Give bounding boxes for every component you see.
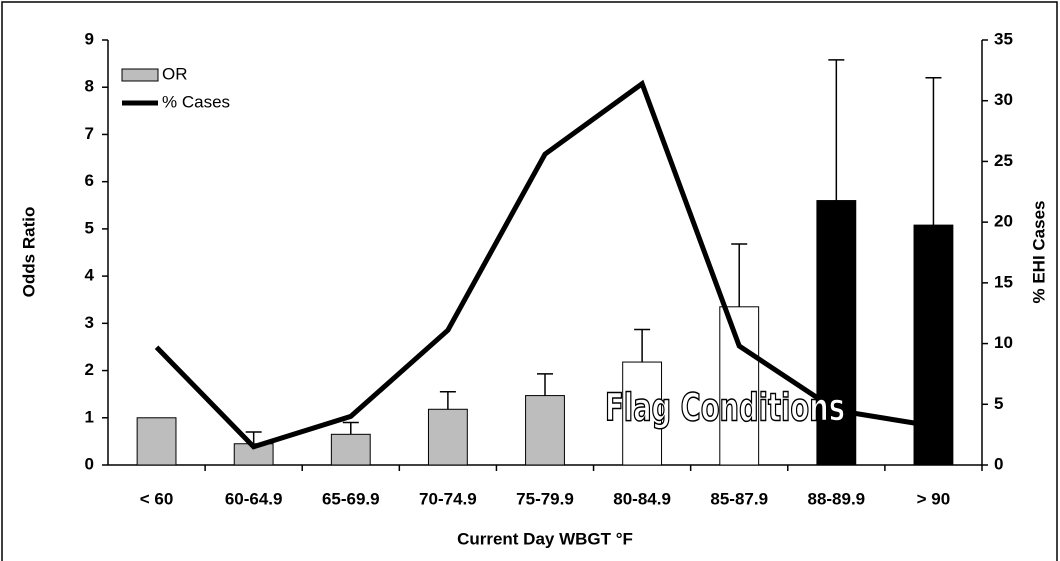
y-tick-label: 4 (85, 266, 95, 285)
legend-label: % Cases (162, 92, 230, 111)
y2-tick-label: 15 (994, 272, 1013, 291)
y-tick-label: 3 (85, 313, 94, 332)
y2-tick-label: 20 (994, 212, 1013, 231)
bar (136, 417, 177, 466)
bar (330, 433, 371, 466)
y2-tick-label: 5 (994, 394, 1003, 413)
error-bar (537, 373, 553, 396)
line (154, 79, 934, 450)
y2-tick-label: 10 (994, 333, 1013, 352)
x-tick-label: 75-79.9 (516, 489, 574, 508)
bar (719, 306, 760, 466)
y2-tick-label: 30 (994, 90, 1013, 109)
y2-tick-label: 35 (994, 29, 1013, 48)
x-tick-label: 70-74.9 (419, 489, 477, 508)
y2-tick-label: 25 (994, 151, 1013, 170)
error-bar (731, 243, 748, 307)
x-tick-label: > 90 (917, 489, 951, 508)
y-axis-label: Odds Ratio (19, 207, 38, 298)
x-tick-label: 80-84.9 (613, 489, 671, 508)
y2-tick-label: 0 (994, 454, 1003, 473)
y2-axis-label: % EHI Cases (1029, 201, 1048, 304)
y-tick-label: 1 (85, 407, 94, 426)
error-bar (634, 328, 651, 363)
legend-swatch (121, 68, 159, 82)
error-bar (342, 421, 359, 435)
x-tick-label: 60-64.9 (225, 489, 283, 508)
y-tick-label: 9 (85, 29, 94, 48)
y-tick-label: 8 (85, 77, 94, 96)
error-bar (245, 431, 262, 444)
bar (816, 200, 857, 466)
x-axis-label: Current Day WBGT °F (457, 529, 633, 548)
error-bar (925, 77, 942, 226)
error-bar (828, 59, 845, 201)
bar (913, 224, 954, 466)
legend-label: OR (162, 64, 188, 83)
error-bar (439, 391, 456, 410)
annotation: Flag Conditions (605, 386, 845, 430)
y-tick-label: 7 (85, 124, 94, 143)
y-tick-label: 2 (85, 360, 94, 379)
x-tick-label: 65-69.9 (322, 489, 380, 508)
x-tick-label: < 60 (140, 489, 174, 508)
bar (427, 408, 468, 466)
y-tick-label: 5 (85, 218, 94, 237)
x-tick-label: 88-89.9 (807, 489, 865, 508)
bar (525, 395, 565, 466)
x-tick-label: 85-87.9 (710, 489, 768, 508)
y-tick-label: 6 (85, 171, 94, 190)
y-tick-label: 0 (85, 454, 94, 473)
bar (622, 361, 663, 466)
